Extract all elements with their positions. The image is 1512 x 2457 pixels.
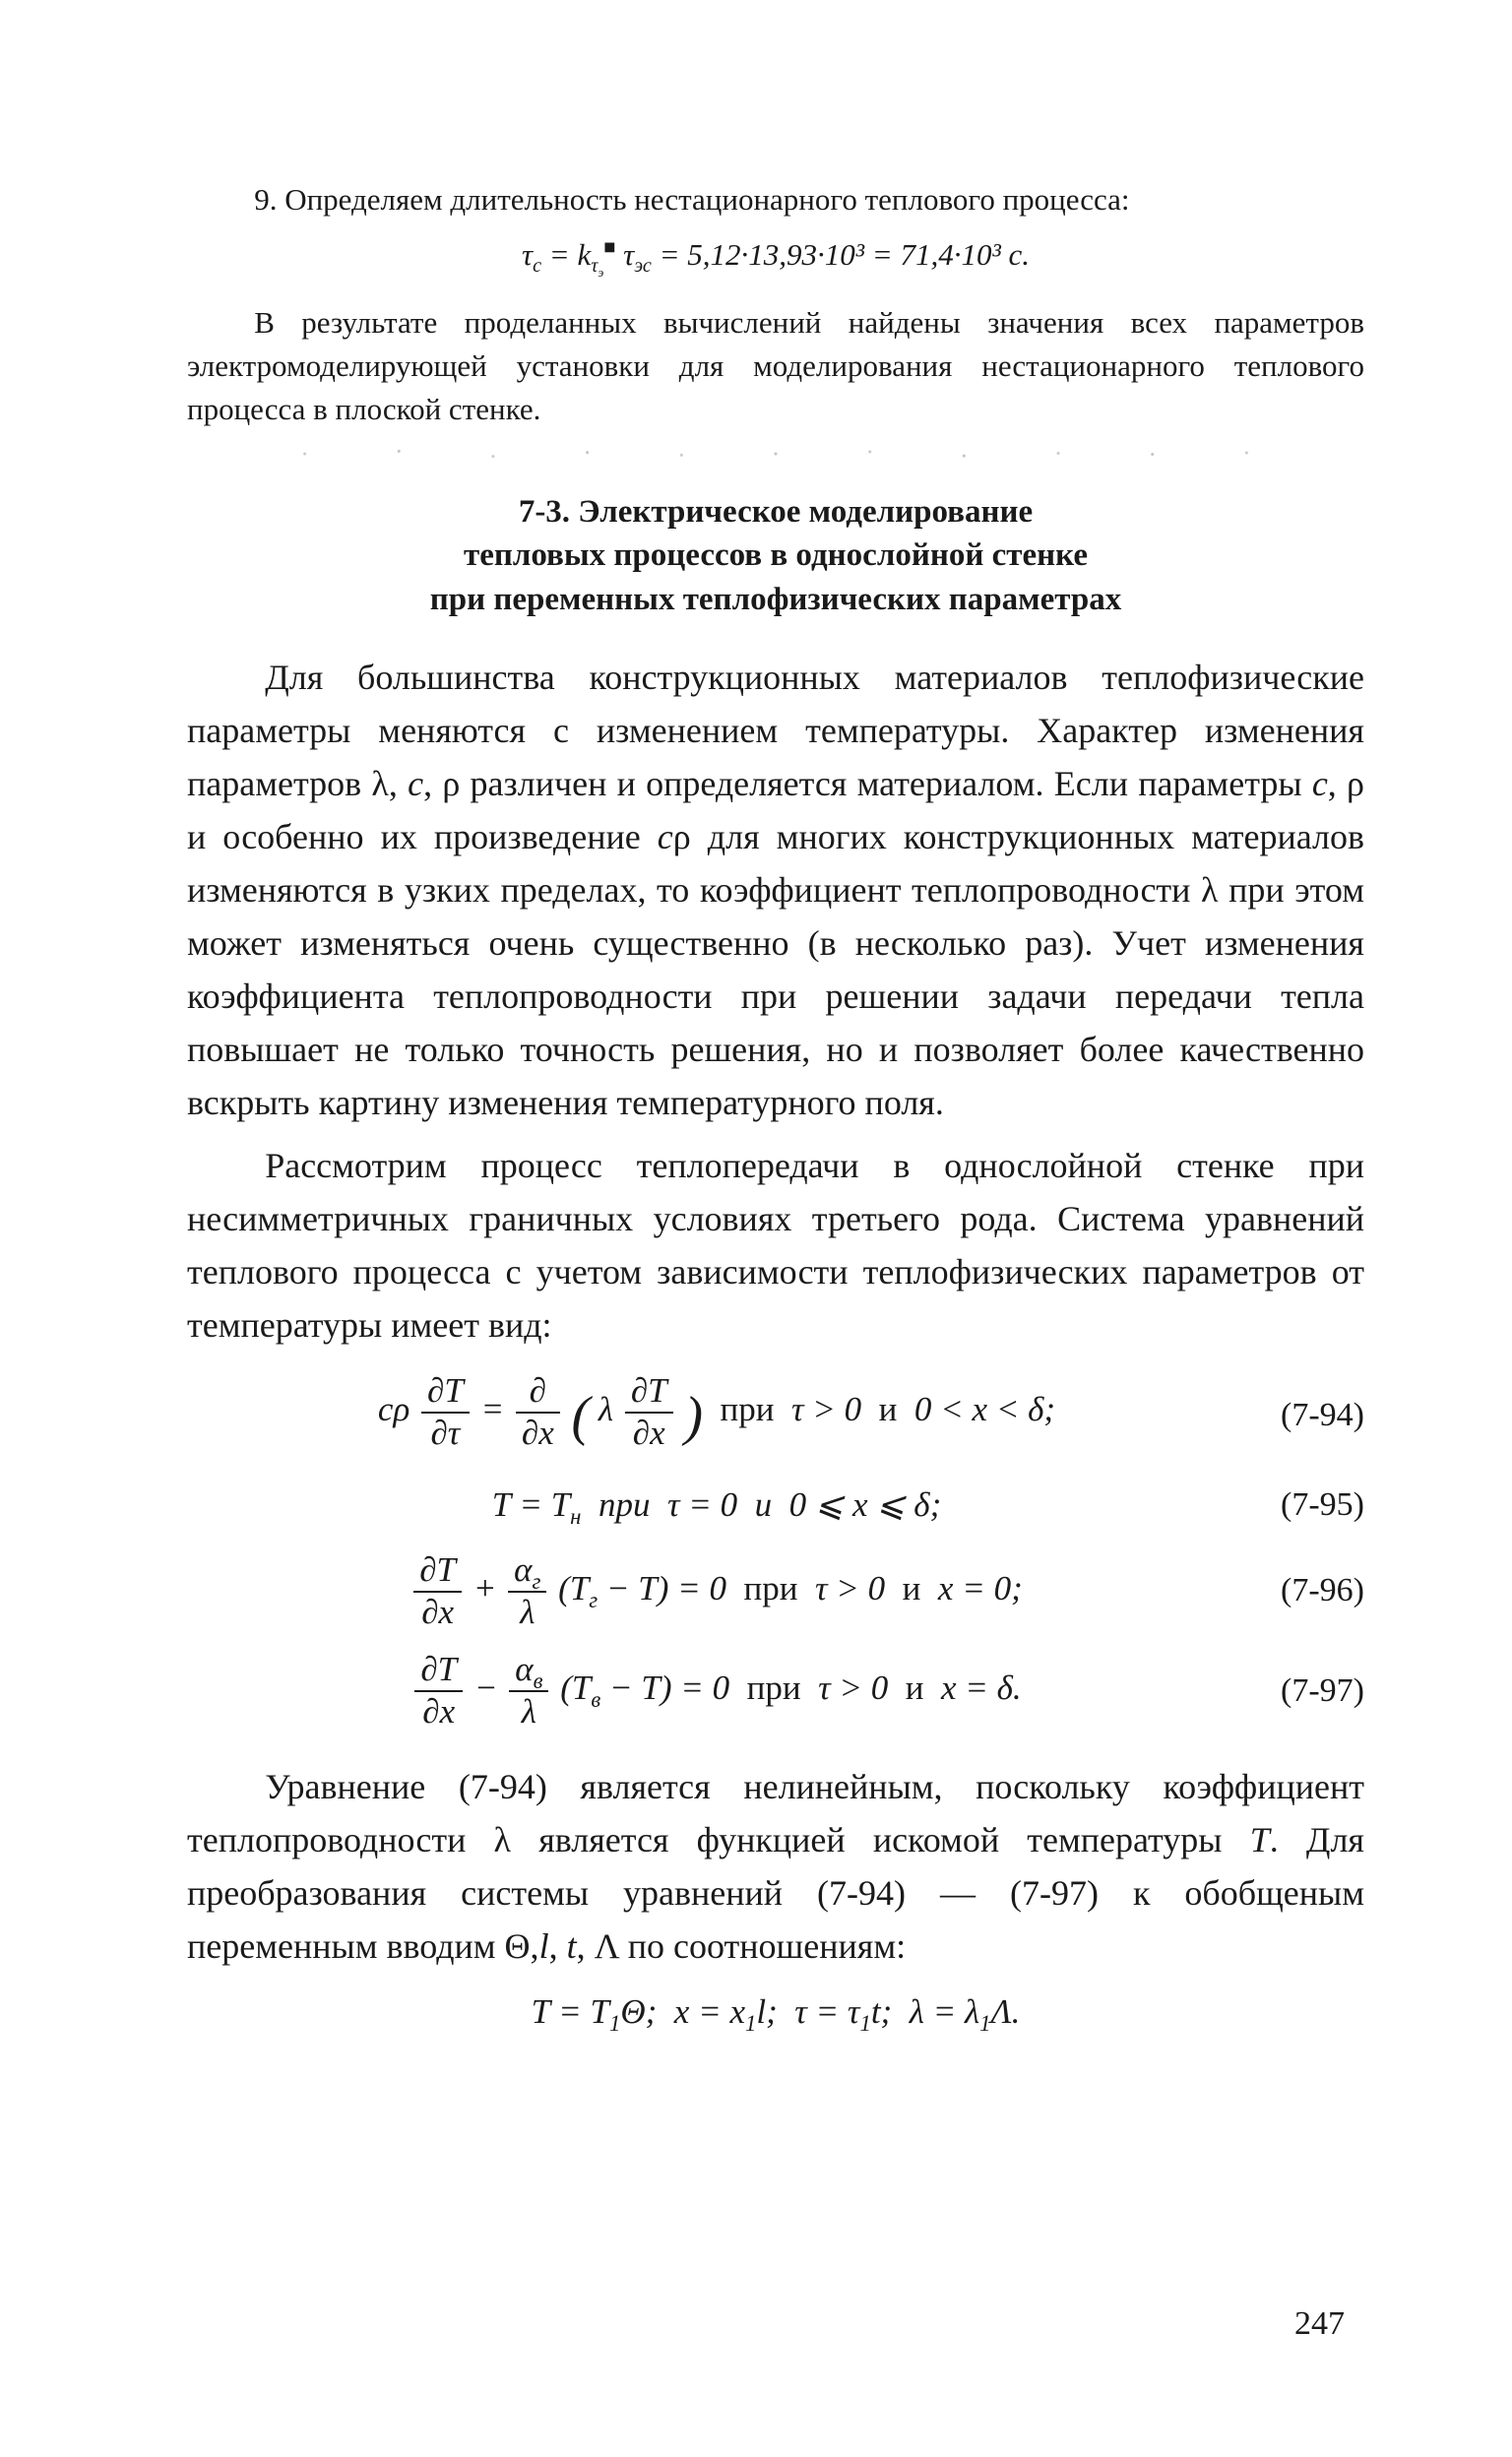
equation-7-97-number: (7-97) <box>1246 1667 1364 1716</box>
equation-7-96-body: ∂T∂x + αгλ (Tг − T) = 0 при τ > 0 и x = … <box>187 1552 1246 1631</box>
equation-7-96-number: (7-96) <box>1246 1566 1364 1615</box>
equation-7-97-body: ∂T∂x − αвλ (Tв − T) = 0 при τ > 0 и x = … <box>187 1652 1246 1731</box>
section-title-line-1: 7-3. Электрическое моделирование <box>519 494 1033 530</box>
page: 9. Определяем длительность нестационарно… <box>0 0 1512 2457</box>
equation-7-94-number: (7-94) <box>1246 1391 1364 1440</box>
section-title-line-3: при переменных теплофизических параметра… <box>430 582 1122 617</box>
equation-7-96: ∂T∂x + αгλ (Tг − T) = 0 при τ > 0 и x = … <box>187 1552 1364 1631</box>
section-title-line-2: тепловых процессов в однослойной стенке <box>464 537 1088 573</box>
equation-substitutions: T = T1Θ; x = x1l; τ = τ1t; λ = λ1Λ. <box>187 1986 1364 2038</box>
equation-tau-c: τс = kτэ■ τэс = 5,12·13,93·10³ = 71,4·10… <box>187 232 1364 278</box>
scan-noise-line <box>187 441 1364 467</box>
paragraph-2: Рассмотрим процесс теплопередачи в однос… <box>187 1139 1364 1352</box>
page-number: 247 <box>1294 2300 1345 2349</box>
paragraph-1: Для большинства конструкционных материал… <box>187 651 1364 1129</box>
equation-7-95-body: T = Tн при τ = 0 и 0 ⩽ x ⩽ δ; <box>187 1480 1246 1531</box>
item-9-lead: 9. Определяем длительность нестационарно… <box>187 177 1364 222</box>
equation-7-94-body: cρ ∂T∂τ = ∂∂x ( λ ∂T∂x ) при τ > 0 и 0 <… <box>187 1373 1246 1458</box>
equation-7-95: T = Tн при τ = 0 и 0 ⩽ x ⩽ δ; (7-95) <box>187 1480 1364 1531</box>
equation-7-97: ∂T∂x − αвλ (Tв − T) = 0 при τ > 0 и x = … <box>187 1652 1364 1731</box>
equation-7-95-number: (7-95) <box>1246 1480 1364 1530</box>
para-after-eq0: В результате проделанных вычислений найд… <box>187 301 1364 431</box>
paragraph-3: Уравнение (7-94) является нелинейным, по… <box>187 1760 1364 1973</box>
equation-7-94: cρ ∂T∂τ = ∂∂x ( λ ∂T∂x ) при τ > 0 и 0 <… <box>187 1373 1364 1458</box>
section-title: 7-3. Электрическое моделирование тепловы… <box>352 490 1199 622</box>
